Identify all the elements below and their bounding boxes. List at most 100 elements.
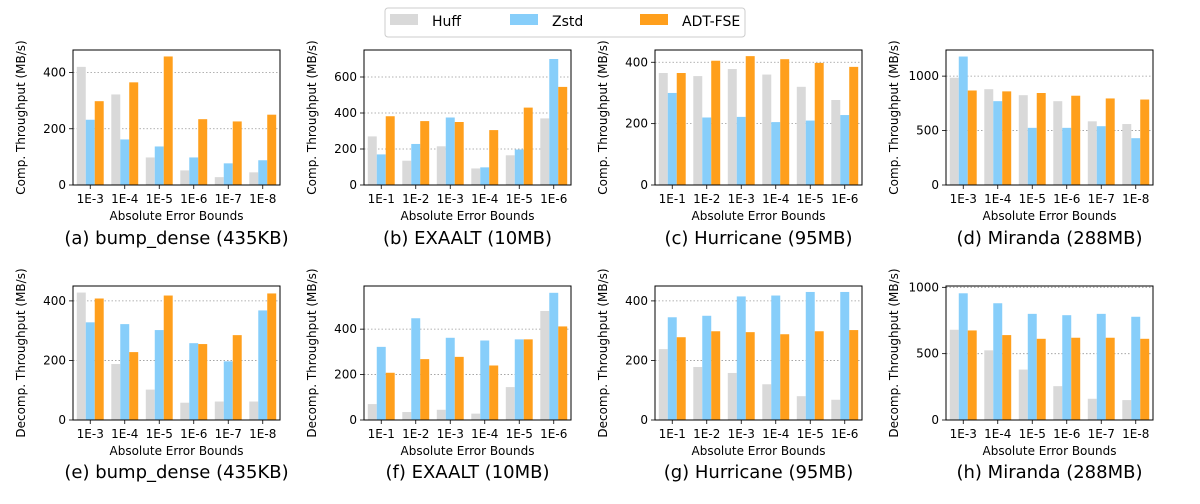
x-tick-label: 1E-6 [540, 192, 567, 206]
bar-zstd-1E-4 [771, 122, 781, 185]
panel-c: 0 200 400 1E-1 1E-2 1E-3 1E-4 1E-5 1E-6 Absolute … [596, 40, 863, 249]
bar-zstd-1E-7 [1096, 313, 1106, 420]
y-tick-label: 400 [625, 55, 648, 69]
bar-huff-1E-2 [402, 160, 412, 185]
bar-zstd-1E-4 [480, 167, 490, 185]
x-tick-label: 1E-5 [146, 427, 173, 441]
x-tick-label: 1E-3 [437, 427, 464, 441]
bar-adt-fse-1E-5 [523, 339, 533, 420]
bar-zstd-1E-6 [1062, 127, 1072, 185]
y-axis-label: Decomp. Throughput (MB/s) [887, 268, 901, 437]
y-tick-label: 400 [43, 294, 66, 308]
legend-label-adt-fse: ADT-FSE [682, 14, 740, 30]
bar-zstd-1E-3 [958, 293, 968, 420]
x-tick-label: 1E-7 [215, 427, 242, 441]
bar-adt-fse-1E-7 [232, 335, 242, 420]
bar-adt-fse-1E-6 [558, 86, 568, 185]
x-tick-label: 1E-3 [950, 427, 977, 441]
bar-zstd-1E-2 [411, 318, 421, 420]
bar-zstd-1E-1 [667, 317, 677, 420]
bar-adt-fse-1E-6 [558, 326, 568, 420]
bar-zstd-1E-5 [805, 120, 815, 185]
y-tick-label: 0 [640, 413, 648, 427]
y-tick-label: 0 [349, 413, 357, 427]
y-tick-label: 400 [625, 294, 648, 308]
bar-huff-1E-3 [949, 329, 959, 420]
y-tick-label: 400 [334, 322, 357, 336]
bar-adt-fse-1E-3 [94, 298, 104, 420]
bar-adt-fse-1E-3 [94, 101, 104, 185]
x-axis-label: Absolute Error Bounds [692, 444, 826, 458]
bar-zstd-1E-8 [258, 310, 268, 420]
y-tick-label: 200 [625, 117, 648, 131]
bar-zstd-1E-1 [667, 92, 677, 185]
panel-caption: (a) bump_dense (435KB) [64, 228, 288, 249]
bar-huff-1E-7 [1087, 398, 1097, 420]
x-tick-label: 1E-6 [1053, 427, 1080, 441]
x-tick-label: 1E-5 [1019, 427, 1046, 441]
bar-huff-1E-3 [727, 69, 737, 185]
bar-zstd-1E-3 [85, 322, 95, 420]
bar-adt-fse-1E-7 [232, 121, 242, 185]
bar-zstd-1E-6 [189, 343, 199, 420]
bar-adt-fse-1E-5 [1036, 338, 1046, 420]
bar-huff-1E-8 [1122, 400, 1132, 420]
y-tick-label: 200 [43, 353, 66, 367]
y-axis-label: Comp. Throughput (MB/s) [596, 40, 610, 194]
bar-huff-1E-1 [367, 404, 377, 420]
y-axis-label: Decomp. Throughput (MB/s) [596, 268, 610, 437]
bar-huff-1E-6 [180, 170, 190, 185]
bar-adt-fse-1E-3 [745, 56, 755, 185]
bar-zstd-1E-2 [702, 315, 712, 420]
x-tick-label: 1E-2 [693, 192, 720, 206]
y-axis-label: Comp. Throughput (MB/s) [305, 40, 319, 194]
bar-adt-fse-1E-1 [676, 73, 686, 185]
y-tick-label: 200 [334, 142, 357, 156]
bar-huff-1E-7 [1087, 121, 1097, 185]
bar-zstd-1E-4 [480, 340, 490, 420]
bar-zstd-1E-3 [445, 117, 455, 185]
bar-huff-1E-6 [831, 100, 841, 185]
plot-frame [654, 49, 863, 186]
bar-adt-fse-1E-6 [849, 330, 859, 420]
panel-caption: (h) Miranda (288MB) [956, 462, 1142, 483]
bar-zstd-1E-8 [258, 160, 268, 185]
x-tick-label: 1E-4 [762, 192, 789, 206]
bar-zstd-1E-4 [120, 139, 130, 185]
x-tick-label: 1E-4 [762, 427, 789, 441]
bar-zstd-1E-3 [445, 337, 455, 420]
bar-huff-1E-6 [540, 118, 550, 185]
x-tick-label: 1E-2 [402, 427, 429, 441]
bar-huff-1E-5 [1018, 369, 1028, 420]
bar-zstd-1E-5 [514, 339, 524, 420]
bar-zstd-1E-3 [736, 116, 746, 185]
x-tick-label: 1E-3 [728, 427, 755, 441]
plot-frame [72, 285, 281, 421]
bar-huff-1E-4 [984, 89, 994, 185]
bar-adt-fse-1E-3 [454, 122, 464, 185]
bar-adt-fse-1E-8 [1140, 99, 1150, 185]
bar-adt-fse-1E-3 [967, 90, 977, 185]
bar-zstd-1E-1 [376, 154, 386, 185]
bar-zstd-1E-6 [1062, 315, 1072, 420]
x-tick-label: 1E-3 [437, 192, 464, 206]
bar-adt-fse-1E-5 [523, 107, 533, 185]
x-tick-label: 1E-6 [540, 427, 567, 441]
bar-adt-fse-1E-5 [1036, 93, 1046, 185]
x-axis-label: Absolute Error Bounds [401, 444, 535, 458]
bar-zstd-1E-5 [154, 330, 164, 420]
bar-huff-1E-2 [402, 412, 412, 420]
bar-huff-1E-6 [831, 399, 841, 420]
panel-g: 0 200 400 1E-1 1E-2 1E-3 1E-4 1E-5 1E-6 Absolute … [596, 268, 863, 483]
bar-huff-1E-5 [505, 155, 515, 185]
bar-huff-1E-3 [949, 77, 959, 185]
plot-frame [945, 285, 1154, 421]
y-axis-label: Decomp. Throughput (MB/s) [14, 268, 28, 437]
bar-zstd-1E-5 [1027, 313, 1037, 420]
bar-adt-fse-1E-6 [1071, 95, 1081, 185]
bar-huff-1E-3 [727, 372, 737, 420]
x-axis-label: Absolute Error Bounds [401, 209, 535, 223]
x-tick-label: 1E-3 [950, 192, 977, 206]
bar-huff-1E-5 [505, 387, 515, 420]
